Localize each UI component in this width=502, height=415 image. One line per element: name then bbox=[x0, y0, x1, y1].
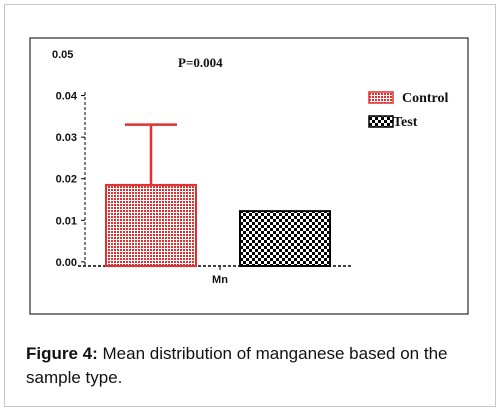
legend-swatch-test bbox=[368, 115, 394, 128]
legend-swatch-control bbox=[368, 91, 394, 104]
legend: Control Test bbox=[368, 91, 449, 130]
bar-control bbox=[105, 183, 197, 267]
y-tick-label: 0.04 bbox=[56, 91, 78, 103]
legend-label-control: Control bbox=[402, 91, 449, 106]
y-ticks: 0.04 0.03 0.02 0.01 0.00 bbox=[56, 91, 85, 269]
bar-test bbox=[239, 210, 331, 267]
p-value-annotation: P=0.004 bbox=[178, 55, 223, 70]
y-tick-label: 0.02 bbox=[56, 174, 77, 186]
plot-frame bbox=[29, 37, 469, 315]
figure-frame bbox=[4, 4, 496, 407]
caption-text: Mean distribution of manganese based on … bbox=[26, 344, 448, 387]
legend-label-test: Test bbox=[393, 115, 418, 130]
y-tick-label: 0.01 bbox=[56, 215, 77, 227]
x-category-label: Mn bbox=[212, 274, 228, 286]
y-top-label: 0.05 bbox=[52, 49, 73, 61]
y-tick-label: 0.00 bbox=[56, 257, 77, 269]
caption-label: Figure 4: bbox=[26, 344, 98, 363]
figure-caption: Figure 4: Mean distribution of manganese… bbox=[26, 342, 486, 390]
y-tick-label: 0.03 bbox=[56, 132, 77, 144]
